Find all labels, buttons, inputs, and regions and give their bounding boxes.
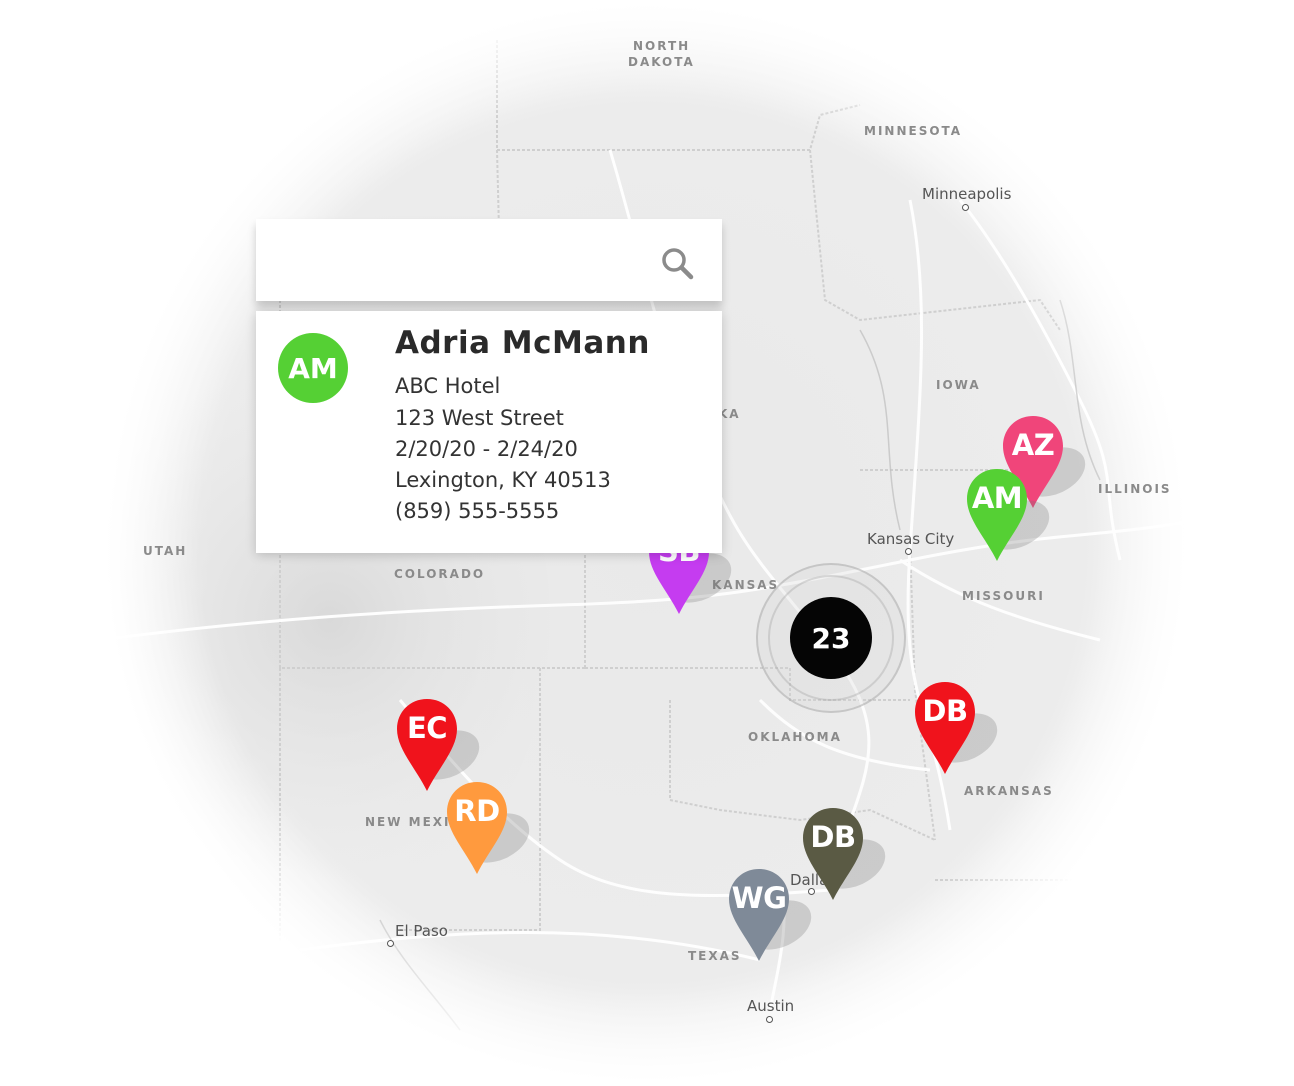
state-label-minnesota: MINNESOTA (864, 124, 963, 138)
cluster-inner-ring (768, 575, 894, 701)
state-label-iowa: IOWA (936, 378, 981, 392)
map-pin-marker-icon (915, 682, 998, 774)
city-label-minneapolis: Minneapolis (922, 185, 1012, 203)
map-pin-marker-icon (447, 782, 530, 874)
state-label-kansas: KANSAS (712, 578, 780, 592)
map-pin-db[interactable]: DB (913, 680, 998, 776)
map-pin-initials: AM (971, 481, 1023, 515)
city-label-kansas-city: Kansas City (867, 530, 955, 548)
map-pin-initials: RD (454, 794, 500, 828)
map-pin-initials: WG (731, 881, 787, 915)
contact-city-state-zip: Lexington, KY 40513 (395, 468, 611, 492)
city-label-austin: Austin (747, 997, 795, 1015)
state-label-dakota: DAKOTA (628, 55, 695, 69)
city-dot-minneapolis (962, 204, 969, 211)
city-label-el-paso: El Paso (395, 922, 448, 940)
contact-street: 123 West Street (395, 406, 564, 430)
city-dot-austin (766, 1016, 773, 1023)
map-pin-initials: DB (922, 694, 968, 728)
map-pin-db[interactable]: DB (801, 806, 886, 902)
map-pin-initials: EC (406, 711, 448, 745)
contact-name: Adria McMann (395, 325, 650, 361)
city-dot-dallas (808, 888, 815, 895)
map-pin-ec[interactable]: EC (395, 697, 480, 793)
state-label-north: NORTH (633, 39, 691, 53)
map-pin-initials: DB (810, 820, 856, 854)
contact-hotel: ABC Hotel (395, 374, 501, 398)
map-pin-am[interactable]: AM (965, 467, 1050, 563)
search-input[interactable] (274, 241, 658, 281)
state-label-new-mexico: NEW MEXICO (365, 815, 474, 829)
map-cluster-marker[interactable]: 23 (756, 563, 906, 713)
state-label-missouri: MISSOURI (962, 589, 1045, 603)
contact-phone: (859) 555-5555 (395, 499, 560, 523)
state-label-utah: UTAH (143, 544, 188, 558)
map-pin-initials: AZ (1011, 428, 1055, 462)
search-panel (256, 219, 722, 301)
map-pin-rd[interactable]: RD (445, 780, 530, 876)
city-dot-kansas-city (905, 548, 912, 555)
map-pin-wg[interactable]: WG (727, 867, 812, 963)
state-label-nebraska-partial: KA (718, 407, 741, 421)
map-pin-marker-icon (1003, 416, 1086, 508)
avatar: AM (278, 333, 348, 403)
map-pin-marker-icon (729, 869, 812, 961)
map-pin-marker-icon (967, 469, 1050, 561)
city-dot-el-paso (387, 940, 394, 947)
map-pin-marker-icon (397, 699, 480, 791)
contact-info-card[interactable]: AM Adria McMann ABC Hotel 123 West Stree… (256, 311, 722, 553)
map-pin-az[interactable]: AZ (1001, 414, 1086, 510)
state-label-oklahoma: OKLAHOMA (748, 730, 842, 744)
search-icon[interactable] (660, 246, 694, 280)
state-label-colorado: COLORADO (394, 567, 486, 581)
map-pin-marker-icon (803, 808, 886, 900)
state-label-arkansas: ARKANSAS (964, 784, 1054, 798)
state-label-texas: TEXAS (688, 949, 742, 963)
state-label-illinois: ILLINOIS (1098, 482, 1172, 496)
contact-dates: 2/20/20 - 2/24/20 (395, 437, 578, 461)
cluster-count[interactable]: 23 (790, 597, 872, 679)
